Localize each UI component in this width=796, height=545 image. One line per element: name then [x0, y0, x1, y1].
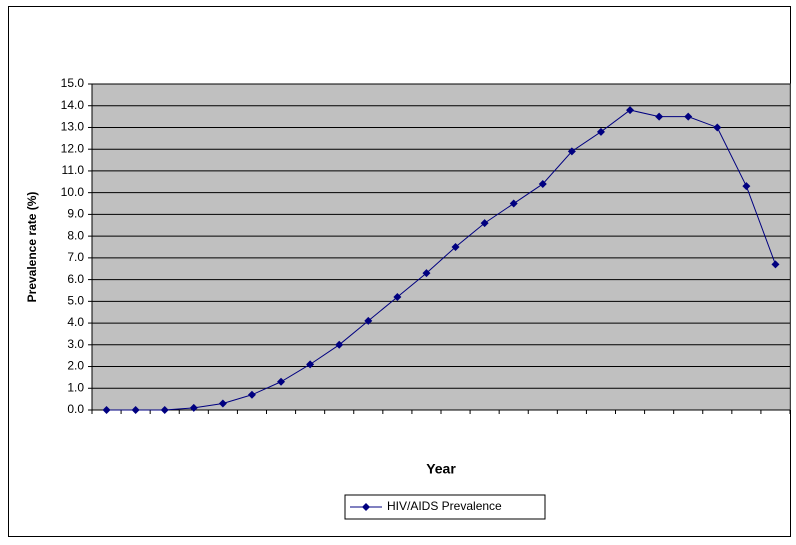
data-point	[480, 219, 489, 228]
data-point	[364, 316, 373, 325]
y-tick-label: 11.0	[62, 163, 85, 177]
plot-area	[91, 83, 791, 411]
x-axis-label: Year	[426, 461, 456, 477]
data-point	[335, 340, 344, 349]
y-tick-label: 7.0	[67, 250, 84, 264]
y-tick-label: 1.0	[67, 380, 84, 394]
data-point	[567, 147, 576, 156]
y-tick-label: 9.0	[67, 207, 84, 221]
y-axis-label: Prevalence rate (%)	[25, 192, 39, 303]
y-tick-label: 0.0	[67, 402, 84, 416]
data-point	[451, 243, 460, 251]
data-point	[102, 406, 111, 414]
data-point	[247, 390, 256, 399]
data-point	[655, 112, 664, 121]
data-point	[277, 377, 286, 386]
data-point	[509, 199, 518, 208]
y-tick-label: 4.0	[67, 315, 84, 329]
data-point	[422, 269, 431, 278]
y-tick-label: 14.0	[61, 98, 85, 112]
data-point	[160, 406, 169, 414]
data-point	[742, 182, 751, 191]
y-tick-label: 10.0	[61, 185, 85, 199]
data-point	[596, 127, 605, 136]
data-point	[218, 399, 227, 408]
y-tick-label: 2.0	[67, 359, 84, 373]
y-tick-label: 13.0	[61, 120, 85, 134]
data-point	[626, 106, 635, 115]
y-tick-label: 15.0	[61, 76, 85, 90]
data-point	[684, 112, 693, 121]
data-point	[131, 406, 140, 414]
y-tick-label: 5.0	[67, 294, 84, 308]
data-point	[771, 260, 780, 269]
y-tick-label: 12.0	[61, 141, 85, 155]
data-point	[393, 292, 402, 301]
data-point	[306, 360, 315, 369]
data-point	[713, 123, 722, 132]
legend-marker	[362, 503, 370, 511]
legend-label: HIV/AIDS Prevalence	[387, 499, 502, 513]
y-tick-label: 8.0	[67, 228, 84, 242]
data-point	[538, 179, 547, 188]
series-line	[106, 109, 776, 411]
y-tick-label: 6.0	[67, 272, 84, 286]
data-point	[189, 403, 198, 412]
y-tick-label: 3.0	[67, 337, 84, 351]
